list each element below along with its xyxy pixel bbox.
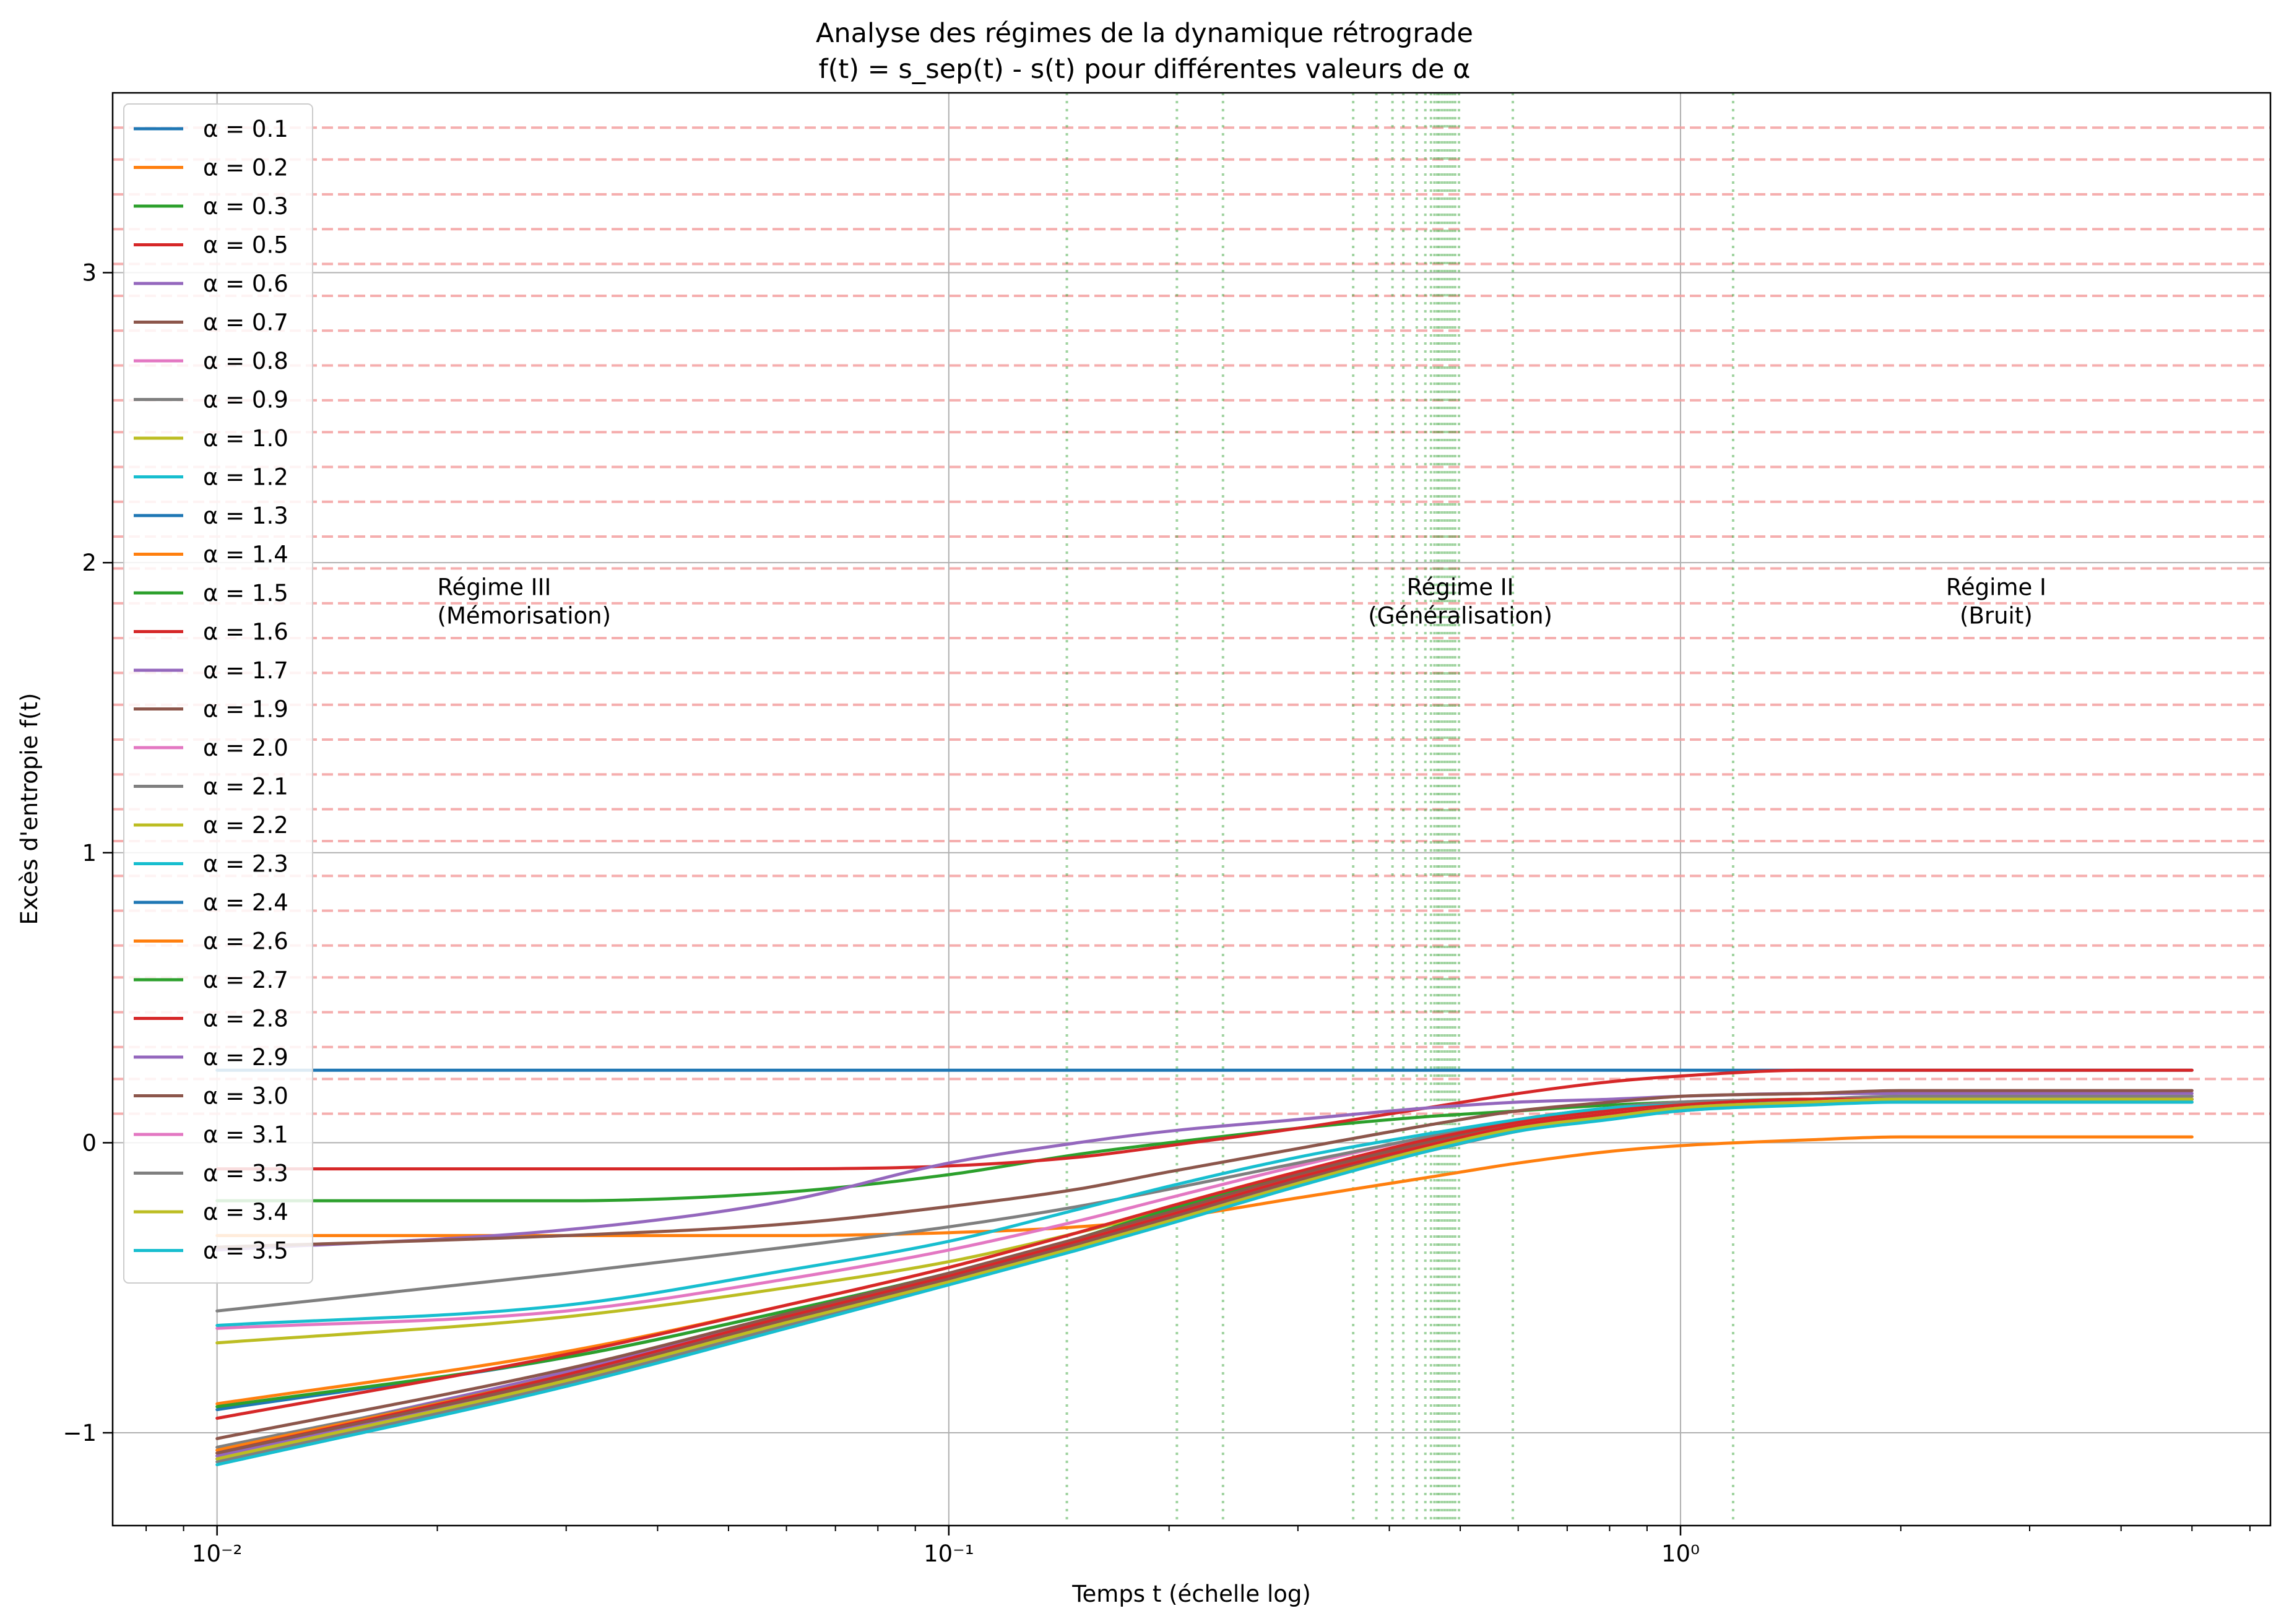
legend-label-26: α = 3.1 <box>203 1121 288 1148</box>
regime-annotation-0: Régime III (Mémorisation) <box>438 574 612 629</box>
y-tick-label-0: −1 <box>63 1420 97 1446</box>
legend-label-7: α = 0.9 <box>203 387 288 413</box>
legend-label-16: α = 2.0 <box>203 735 288 761</box>
legend-label-0: α = 0.1 <box>203 116 288 142</box>
series-line-28 <box>215 1097 2194 1461</box>
legend-label-27: α = 3.3 <box>203 1160 288 1187</box>
legend-label-10: α = 1.3 <box>203 503 288 529</box>
series-line-1 <box>215 1135 2194 1237</box>
legend-label-12: α = 1.5 <box>203 580 288 607</box>
legend-label-23: α = 2.8 <box>203 1006 288 1032</box>
regime-annotation-line: (Bruit) <box>1960 602 2033 629</box>
legend-label-29: α = 3.5 <box>203 1238 288 1264</box>
y-axis-ticks: −1 0 1 2 3 <box>63 260 113 1446</box>
legend-label-13: α = 1.6 <box>203 619 288 646</box>
legend-label-1: α = 0.2 <box>203 155 288 181</box>
chart-title: Analyse des régimes de la dynamique rétr… <box>816 18 1473 49</box>
legend-label-3: α = 0.5 <box>203 232 288 259</box>
legend-label-9: α = 1.2 <box>203 464 288 491</box>
legend-label-24: α = 2.9 <box>203 1044 288 1071</box>
regime-annotation-2: Régime I (Bruit) <box>1946 574 2046 629</box>
legend-label-11: α = 1.4 <box>203 542 288 568</box>
legend-label-18: α = 2.2 <box>203 812 288 839</box>
y-tick-label-3: 2 <box>82 550 97 576</box>
legend-label-25: α = 3.0 <box>203 1083 288 1110</box>
x-axis-ticks: 10⁻² 10⁻¹ 10⁰ <box>145 1526 2251 1567</box>
legend-label-2: α = 0.3 <box>203 193 288 220</box>
x-axis-label: Temps t (échelle log) <box>1071 1581 1311 1607</box>
legend: α = 0.1 α = 0.2 α = 0.3 α = 0.5 α = 0.6 α = 0… <box>123 103 313 1284</box>
legend-label-15: α = 1.9 <box>203 696 288 723</box>
y-tick-label-4: 3 <box>82 260 97 287</box>
series-line-29 <box>215 1100 2194 1467</box>
legend-label-14: α = 1.7 <box>203 657 288 684</box>
x-tick-label-1: 10⁻¹ <box>924 1540 974 1567</box>
regime-annotation-line: (Mémorisation) <box>438 602 612 629</box>
x-tick-label-0: 10⁻² <box>192 1540 242 1567</box>
series-line-7 <box>215 1094 2194 1313</box>
plot-area: Régime III (Mémorisation) Régime II (Généra… <box>111 92 2272 1527</box>
chart-subtitle: f(t) = s_sep(t) - s(t) pour différentes … <box>818 54 1470 85</box>
legend-label-17: α = 2.1 <box>203 774 288 800</box>
regime-annotation-line: Régime I <box>1946 574 2046 600</box>
plot-frame <box>111 92 2272 1527</box>
legend-label-6: α = 0.8 <box>203 348 288 374</box>
regime-annotation-line: Régime III <box>438 574 552 600</box>
regime-annotation-line: (Généralisation) <box>1368 602 1552 629</box>
legend-label-21: α = 2.6 <box>203 928 288 955</box>
x-tick-label-2: 10⁰ <box>1661 1540 1700 1567</box>
horizontal-reference-lines <box>113 126 2270 1115</box>
legend-label-22: α = 2.7 <box>203 967 288 993</box>
legend-label-8: α = 1.0 <box>203 425 288 452</box>
vertical-reference-lines <box>1065 93 1734 1526</box>
series-line-3 <box>215 1068 2194 1171</box>
series-line-4 <box>215 1092 2194 1252</box>
legend-label-5: α = 0.7 <box>203 309 288 336</box>
regime-annotation-1: Régime II (Généralisation) <box>1368 574 1552 629</box>
legend-label-28: α = 3.4 <box>203 1199 288 1225</box>
series-lines <box>215 1068 2194 1467</box>
y-axis-label: Excès d'entropie f(t) <box>16 693 43 925</box>
regime-annotations: Régime III (Mémorisation) Régime II (Généra… <box>438 574 2046 629</box>
series-line-5 <box>215 1089 2194 1249</box>
legend-label-20: α = 2.4 <box>203 889 288 916</box>
legend-label-19: α = 2.3 <box>203 851 288 878</box>
legend-label-4: α = 0.6 <box>203 270 288 297</box>
y-tick-label-2: 1 <box>82 840 97 866</box>
y-tick-label-1: 0 <box>82 1129 97 1156</box>
regime-annotation-line: Régime II <box>1407 574 1514 600</box>
